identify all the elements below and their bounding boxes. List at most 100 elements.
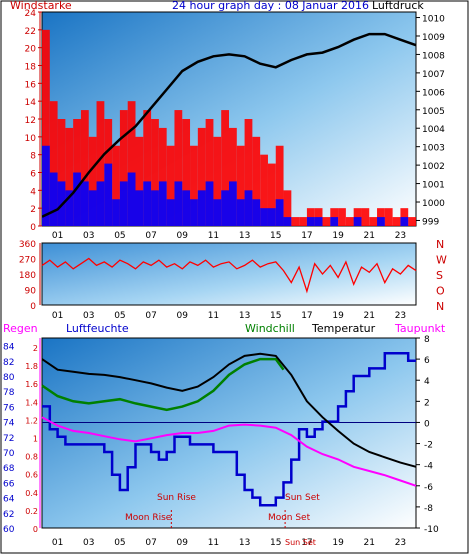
compass-direction-label: N: [436, 300, 444, 313]
wind-direction-tick-label: 180: [19, 271, 36, 281]
wind-speed-label: Windstarke: [10, 0, 72, 12]
temperature-tick-label: 0: [424, 419, 430, 429]
temperature-tick-label: -6: [424, 483, 433, 493]
rain-tick-label: 0: [33, 525, 38, 534]
wind-speed-bar: [244, 119, 253, 226]
pressure-line: [41, 32, 417, 218]
wind-speed-tick-label: 18: [25, 63, 37, 73]
wind-speed-bar: [369, 217, 378, 226]
hour-tick-label: 15: [270, 311, 281, 321]
wind-gust-bar: [229, 181, 237, 226]
pressure-tick-label: 1006: [422, 88, 445, 98]
hour-tick-label: 21: [364, 231, 375, 241]
wind-speed-bar: [190, 145, 198, 226]
wind-speed-bar: [291, 217, 300, 226]
wind-gust-bar: [205, 181, 214, 226]
rain-tick-label: 1.8: [25, 362, 38, 371]
hour-tick-label: 05: [114, 311, 125, 321]
hour-tick-label: 07: [145, 231, 156, 241]
wind-gust-bar: [65, 190, 74, 226]
sun-set-label: Sun Set: [285, 493, 320, 503]
humidity-tick-label: 80: [3, 373, 15, 383]
wind-gust-bar: [158, 181, 167, 226]
compass-direction-label: N: [436, 238, 444, 251]
hour-tick-label: 11: [208, 311, 219, 321]
rain-tick-label: 0.6: [25, 471, 38, 480]
sun-rise-label: Sun Rise: [157, 493, 196, 503]
wind-speed-bar: [57, 119, 66, 226]
wind-gust-bar: [73, 172, 81, 226]
wind-direction-tick-label: 90: [25, 287, 37, 297]
compass-direction-label: O: [436, 285, 445, 298]
wind-gust-bar: [112, 199, 120, 226]
rain-tick-label: 1.2: [25, 416, 38, 425]
hour-tick-label: 09: [177, 231, 189, 241]
wind-speed-bar: [42, 29, 50, 227]
wind-speed-tick-label: 24: [25, 9, 37, 19]
hour-tick-label: 05: [114, 231, 125, 241]
wind-direction-tick-label: 270: [19, 256, 36, 266]
humidity-tick-label: 74: [3, 419, 15, 429]
wind-direction-tick-label: 360: [19, 240, 36, 250]
humidity-tick-label: 66: [3, 479, 15, 489]
graph-title: 24 hour graph day : 08 Januar 2016: [172, 0, 369, 12]
hour-tick-label: 01: [52, 231, 63, 241]
wind-speed-bar: [229, 127, 237, 226]
wind-speed-bar: [338, 208, 346, 226]
rain-tick-label: 1.4: [25, 398, 38, 407]
wind-gust-bar: [400, 217, 409, 226]
rain-tick-label: 2: [33, 344, 38, 353]
wind-speed-bar: [213, 136, 222, 226]
hour-tick-label: 17: [301, 311, 312, 321]
wind-speed-bar: [267, 163, 276, 226]
humidity-tick-label: 76: [3, 403, 15, 413]
temperature-label: Temperatur: [311, 322, 376, 335]
wind-gust-bar: [283, 217, 292, 226]
pressure-tick-label: 1004: [422, 125, 445, 135]
hour-tick-label: 19: [332, 231, 344, 241]
hour-tick-label: 19: [332, 311, 344, 321]
humidity-line: [42, 351, 416, 507]
wind-speed-bar: [345, 217, 354, 226]
humidity-tick-label: 70: [3, 449, 15, 459]
wind-speed-bar: [252, 136, 261, 226]
wind-speed-bar: [299, 217, 307, 226]
wind-speed-bar: [283, 190, 292, 226]
wind-gust-bar: [252, 199, 261, 226]
wind-speed-tick-label: 16: [25, 80, 37, 90]
humidity-tick-label: 78: [3, 388, 15, 398]
hour-tick-label: 01: [52, 538, 63, 548]
wind-speed-bar: [65, 127, 74, 226]
pressure-tick-label: 1001: [422, 181, 445, 191]
wind-speed-bar: [260, 154, 268, 226]
wind-speed-bar: [158, 127, 167, 226]
wind-speed-bar: [151, 119, 159, 226]
wind-speed-tick-label: 6: [30, 170, 36, 180]
wind-speed-bar: [197, 127, 206, 226]
wind-gust-bar: [166, 199, 175, 226]
wind-speed-tick-label: 0: [30, 223, 36, 233]
wind-speed-bar: [275, 145, 284, 226]
wind-gust-bar: [151, 190, 159, 226]
humidity-label: Luftfeuchte: [66, 322, 129, 335]
hour-tick-label: 05: [114, 538, 125, 548]
wind-gust-bar: [330, 217, 339, 226]
hour-tick-label: 13: [239, 231, 250, 241]
sun-set-axis-label: Sun Set: [285, 538, 316, 547]
wind-gust-bar: [236, 199, 245, 226]
wind-speed-bar: [96, 101, 105, 226]
wind-speed-bar: [236, 145, 245, 226]
wind-speed-bar: [112, 145, 120, 226]
wind-speed-bar: [205, 119, 214, 226]
humidity-tick-label: 72: [3, 434, 14, 444]
rain-tick-label: 1: [33, 435, 38, 444]
hour-tick-label: 15: [270, 231, 281, 241]
hour-tick-label: 09: [177, 538, 189, 548]
wind-speed-bar: [49, 101, 58, 226]
wind-speed-bar: [361, 208, 370, 226]
dewpoint-line: [41, 416, 417, 487]
moon-rise-label: Moon Rise: [125, 513, 172, 523]
temperature-tick-label: -4: [424, 462, 433, 472]
hour-tick-label: 09: [177, 311, 189, 321]
humidity-tick-label: 82: [3, 358, 14, 368]
